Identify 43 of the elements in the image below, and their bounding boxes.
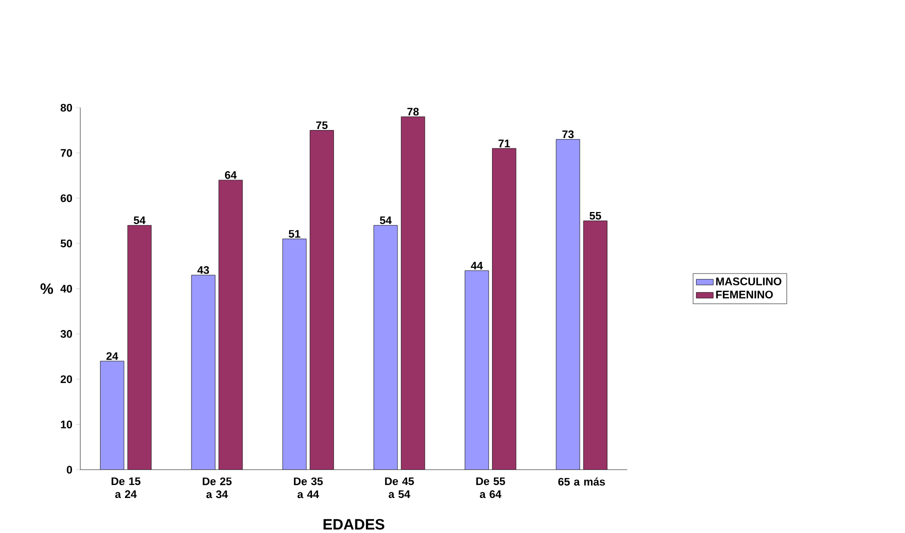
data-label: 73 bbox=[562, 130, 574, 138]
data-label: 54 bbox=[380, 216, 392, 224]
x-axis-title: EDADES bbox=[324, 519, 384, 530]
bar bbox=[310, 130, 334, 470]
bar bbox=[556, 139, 580, 470]
y-tick-label: 80 bbox=[60, 104, 72, 112]
legend-label: MASCULINO bbox=[716, 278, 782, 286]
data-label: 71 bbox=[498, 140, 510, 148]
bar bbox=[100, 361, 124, 470]
bar bbox=[127, 225, 152, 470]
bar bbox=[492, 148, 516, 470]
bar bbox=[218, 180, 243, 470]
y-tick-label: 0 bbox=[66, 466, 72, 474]
data-label: 54 bbox=[134, 216, 146, 224]
data-label: 43 bbox=[197, 266, 210, 274]
y-tick-label: 30 bbox=[60, 330, 72, 338]
data-label: 51 bbox=[288, 230, 300, 238]
x-tick-label: De 35 a 44 bbox=[294, 478, 323, 498]
bar bbox=[400, 116, 426, 470]
bar bbox=[282, 238, 306, 470]
y-axis-title: % bbox=[40, 283, 54, 294]
x-tick-label: De 45 a 54 bbox=[385, 477, 414, 498]
data-label: 55 bbox=[590, 212, 602, 220]
x-tick-label: 65 a más bbox=[558, 477, 605, 486]
y-tick-label: 40 bbox=[60, 284, 72, 293]
y-tick-label: 20 bbox=[60, 375, 72, 384]
bar bbox=[464, 270, 489, 470]
y-tick-label: 10 bbox=[60, 420, 72, 428]
data-label: 75 bbox=[316, 122, 328, 130]
x-tick-label: De 25 a 34 bbox=[202, 478, 232, 498]
bar bbox=[583, 220, 608, 470]
data-label: 24 bbox=[106, 352, 118, 360]
y-tick-label: 50 bbox=[60, 240, 72, 248]
data-label: 44 bbox=[470, 262, 483, 270]
legend-label: FEMENINO bbox=[716, 290, 773, 298]
y-tick-label: 70 bbox=[60, 149, 72, 157]
x-tick-label: De 15 a 24 bbox=[112, 477, 140, 498]
bar bbox=[191, 275, 216, 470]
y-tick-label: 60 bbox=[60, 194, 72, 202]
x-tick-label: De 55 a 64 bbox=[476, 477, 506, 498]
data-label: 78 bbox=[407, 108, 419, 116]
bar bbox=[374, 225, 398, 470]
data-label: 64 bbox=[224, 171, 237, 179]
